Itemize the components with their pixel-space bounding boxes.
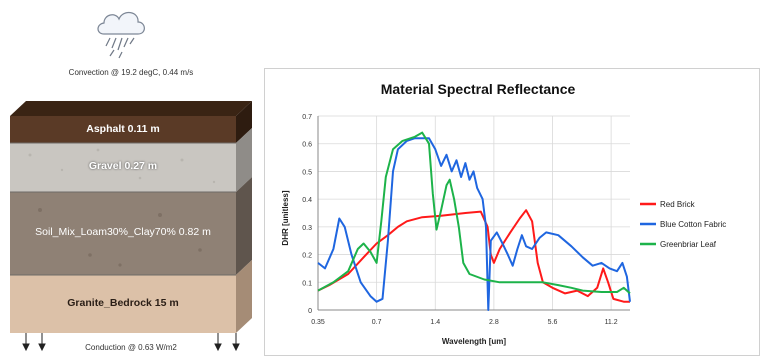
legend-entry: Blue Cotton Fabric (660, 220, 726, 229)
x-tick-label: 1.4 (430, 319, 440, 326)
reflectance-chart: Material Spectral Reflectance 0 0.1 0.2 0.3… (264, 68, 760, 356)
x-tick-label: 2.8 (489, 319, 499, 326)
legend-entry: Greenbriar Leaf (660, 240, 717, 249)
soil-column-diagram: Convection @ 19.2 degC, 0.44 m/s (0, 0, 262, 356)
series-line-greenbriar-leaf (317, 131, 631, 295)
layer-asphalt-label: Asphalt 0.11 m (86, 123, 160, 135)
x-axis-label: Wavelength [um] (442, 337, 506, 346)
y-tick-label: 0.7 (302, 114, 312, 121)
conduction-label: Conduction @ 0.63 W/m2 (85, 343, 177, 352)
y-tick-label: 0 (308, 308, 312, 315)
y-tick-label: 0.2 (302, 253, 312, 260)
series-line-red-brick (317, 209, 630, 303)
layer-granite-label: Granite_Bedrock 15 m (67, 297, 179, 309)
x-tick-label: 5.6 (548, 319, 558, 326)
y-tick-label: 0.6 (302, 142, 312, 149)
layer-asphalt: Asphalt 0.11 m (10, 116, 236, 143)
chart-svg: Material Spectral Reflectance 0 0.1 0.2 0.3… (264, 68, 760, 356)
layer-gravel-label: Gravel 0.27 m (88, 160, 158, 172)
chart-title: Material Spectral Reflectance (381, 81, 576, 97)
x-tick-label: 0.35 (311, 319, 325, 326)
y-tick-label: 0.3 (302, 225, 312, 232)
rain-cloud-icon (97, 12, 145, 59)
layer-soil-mix: Soil_Mix_Loam30%_Clay70% 0.82 m (10, 192, 236, 275)
series-line-blue-cotton-fabric (317, 137, 631, 311)
y-tick-label: 0.1 (302, 280, 312, 287)
soil-column-box (10, 101, 252, 352)
x-tick-label: 0.7 (372, 319, 382, 326)
layer-gravel: Gravel 0.27 m (10, 143, 236, 192)
layer-soil-mix-label: Soil_Mix_Loam30%_Clay70% 0.82 m (35, 226, 211, 238)
layer-granite-bedrock: Granite_Bedrock 15 m (10, 275, 236, 333)
x-tick-label: 11.2 (605, 319, 618, 326)
y-tick-label: 0.5 (302, 169, 312, 176)
legend-entry: Red Brick (660, 200, 696, 209)
convection-label: Convection @ 19.2 degC, 0.44 m/s (68, 68, 194, 77)
y-tick-label: 0.4 (302, 197, 312, 204)
y-axis-label: DHR [unitless] (281, 190, 290, 245)
